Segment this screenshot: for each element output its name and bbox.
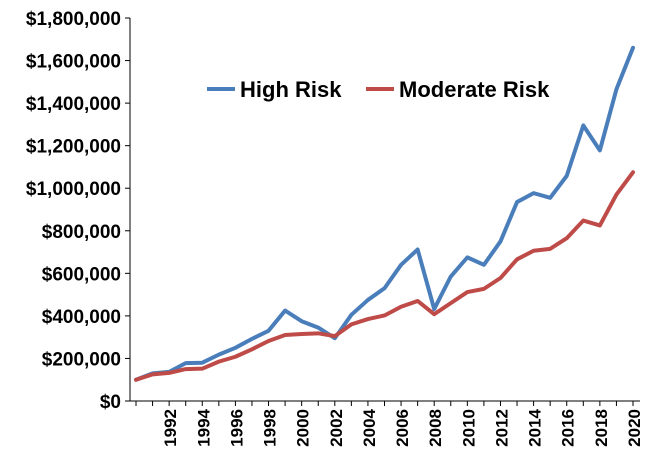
x-tick-label: 2008 — [426, 409, 445, 447]
y-tick-label: $1,400,000 — [26, 94, 121, 115]
legend-label-high-risk: High Risk — [240, 77, 342, 102]
x-tick-label: 1998 — [261, 409, 280, 447]
x-tick-label: 1996 — [227, 409, 246, 447]
data-point-moderate-risk — [432, 312, 436, 316]
data-point-moderate-risk — [532, 249, 536, 253]
data-point-moderate-risk — [581, 219, 585, 223]
y-tick-label: $200,000 — [42, 349, 121, 370]
data-point-high-risk — [548, 196, 552, 200]
data-point-moderate-risk — [449, 301, 453, 305]
x-tick-label: 2018 — [592, 409, 611, 447]
data-point-moderate-risk — [548, 247, 552, 251]
data-point-high-risk — [565, 174, 569, 178]
data-point-moderate-risk — [283, 333, 287, 337]
x-tick-label: 1992 — [161, 409, 180, 447]
y-tick-label: $600,000 — [42, 264, 121, 285]
data-point-moderate-risk — [399, 305, 403, 309]
data-point-high-risk — [316, 326, 320, 330]
data-point-high-risk — [482, 263, 486, 267]
y-axis-ticks: $0 $200,000 $400,000 $600,000 $800,000 $1,000… — [26, 9, 130, 413]
data-point-moderate-risk — [416, 299, 420, 303]
y-tick-label: $400,000 — [42, 307, 121, 328]
data-point-moderate-risk — [134, 378, 138, 382]
data-point-moderate-risk — [498, 276, 502, 280]
data-point-moderate-risk — [565, 236, 569, 240]
legend: High Risk Moderate Risk — [207, 77, 550, 102]
data-point-moderate-risk — [515, 257, 519, 261]
data-point-high-risk — [465, 255, 469, 259]
data-point-moderate-risk — [300, 332, 304, 336]
series-layer — [134, 45, 635, 382]
data-point-high-risk — [233, 346, 237, 350]
data-point-high-risk — [366, 298, 370, 302]
legend-label-moderate-risk: Moderate Risk — [399, 77, 550, 102]
data-point-high-risk — [515, 200, 519, 204]
data-point-high-risk — [250, 337, 254, 341]
legend-item-high-risk: High Risk — [207, 77, 342, 102]
x-tick-label: 2010 — [459, 409, 478, 447]
y-tick-label: $1,600,000 — [26, 52, 121, 73]
data-point-moderate-risk — [383, 313, 386, 317]
data-point-moderate-risk — [167, 371, 171, 375]
y-tick-label: $800,000 — [42, 222, 121, 243]
data-point-moderate-risk — [233, 355, 237, 359]
data-point-high-risk — [581, 123, 585, 127]
data-point-moderate-risk — [316, 331, 320, 335]
series-line-high-risk — [134, 45, 635, 382]
y-tick-label: $0 — [100, 392, 121, 413]
data-point-high-risk — [200, 361, 204, 365]
data-point-high-risk — [498, 239, 502, 243]
data-point-moderate-risk — [482, 287, 486, 291]
data-point-moderate-risk — [333, 334, 337, 338]
data-point-high-risk — [283, 309, 287, 313]
y-tick-label: $1,800,000 — [26, 9, 121, 30]
data-point-high-risk — [217, 353, 221, 357]
data-point-high-risk — [267, 329, 271, 333]
data-point-moderate-risk — [631, 170, 635, 174]
data-point-high-risk — [598, 148, 602, 152]
data-point-moderate-risk — [267, 339, 271, 343]
x-tick-label: 1994 — [194, 408, 213, 446]
data-point-high-risk — [432, 307, 436, 311]
data-point-moderate-risk — [250, 347, 254, 351]
x-tick-label: 2006 — [393, 409, 412, 447]
x-tick-label: 2000 — [294, 409, 313, 447]
data-point-moderate-risk — [200, 367, 204, 371]
y-tick-label: $1,200,000 — [26, 137, 121, 158]
data-point-moderate-risk — [349, 322, 353, 326]
data-point-high-risk — [184, 361, 188, 365]
data-point-high-risk — [631, 46, 635, 50]
x-tick-label: 2002 — [327, 409, 346, 447]
data-point-high-risk — [300, 319, 304, 323]
data-point-moderate-risk — [614, 193, 618, 197]
legend-item-moderate-risk: Moderate Risk — [366, 77, 550, 102]
x-tick-label: 2012 — [492, 409, 511, 447]
data-point-moderate-risk — [598, 223, 602, 227]
y-tick-label: $1,000,000 — [26, 179, 121, 200]
series-line-moderate-risk — [134, 170, 635, 382]
data-point-high-risk — [349, 313, 353, 317]
x-tick-label: 2004 — [360, 408, 379, 446]
data-point-high-risk — [383, 286, 386, 290]
data-point-moderate-risk — [366, 317, 370, 321]
data-point-high-risk — [614, 87, 618, 91]
data-point-high-risk — [449, 275, 453, 279]
x-axis-ticks: 1992 1994 1996 1998 2000 2002 2004 2006 2008 2010… — [135, 401, 644, 447]
data-point-high-risk — [532, 191, 536, 195]
x-tick-label: 2016 — [559, 409, 578, 447]
data-point-high-risk — [399, 263, 403, 267]
data-point-high-risk — [416, 248, 420, 252]
data-point-moderate-risk — [151, 372, 155, 376]
data-point-moderate-risk — [184, 367, 188, 371]
x-tick-label: 2014 — [526, 408, 545, 446]
x-tick-label: 2020 — [625, 409, 644, 447]
data-point-moderate-risk — [465, 290, 469, 294]
data-point-moderate-risk — [217, 360, 221, 364]
